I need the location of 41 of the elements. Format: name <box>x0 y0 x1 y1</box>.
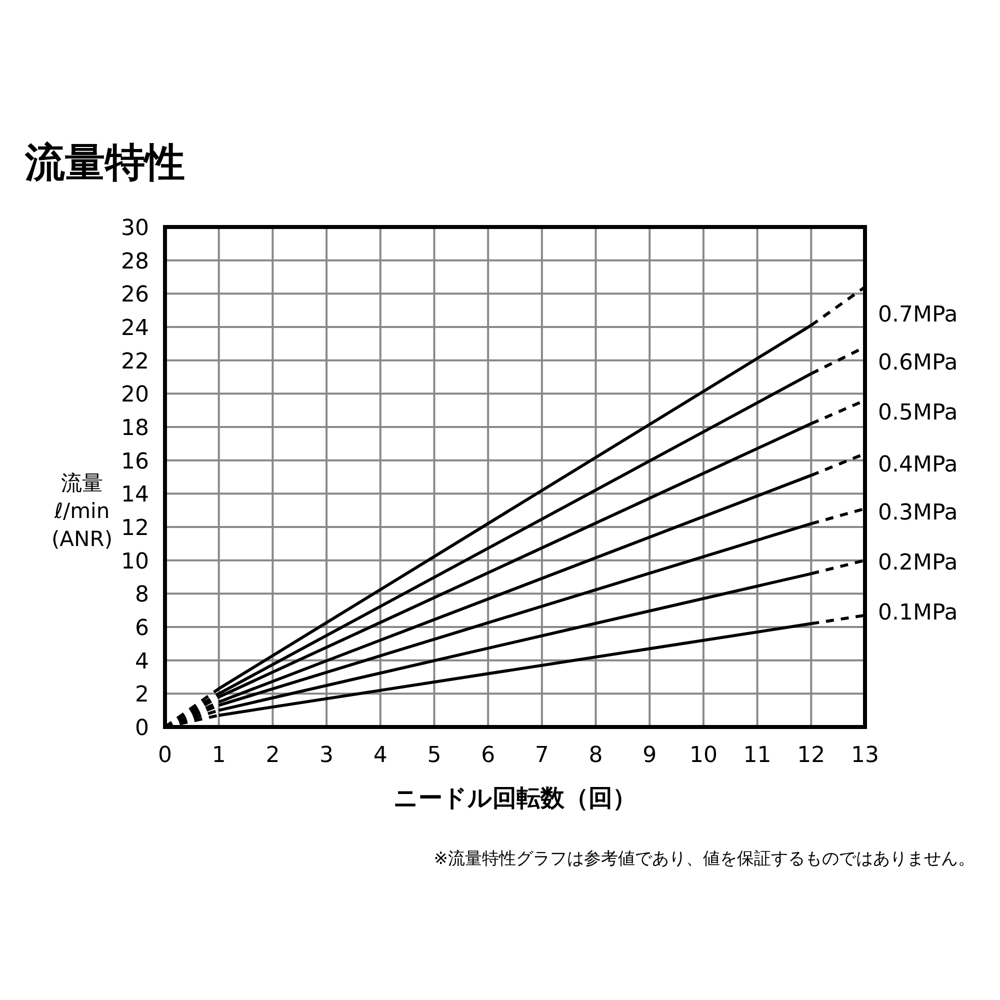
y-tick-label: 16 <box>121 449 149 474</box>
y-tick-label: 6 <box>135 616 149 641</box>
x-tick-label: 2 <box>266 743 280 768</box>
y-tick-label: 2 <box>135 682 149 708</box>
y-tick-label: 18 <box>121 416 149 441</box>
chart-title: 流量特性 <box>24 140 185 186</box>
text: 0.3MPa <box>878 500 958 526</box>
text: 0.4MPa <box>878 452 958 478</box>
y-tick-label: 0 <box>135 716 149 741</box>
x-axis-title: ニードル回転数（回） <box>394 784 636 812</box>
text: 0.7MPa <box>878 302 958 328</box>
y-tick-label: 30 <box>121 216 149 241</box>
text: 0.6MPa <box>878 350 958 376</box>
x-tick-label: 8 <box>588 743 603 768</box>
y-tick-label: 24 <box>121 316 149 341</box>
x-tick-label: 9 <box>642 743 657 768</box>
x-tick-label: 0 <box>158 743 172 768</box>
y-tick-label: 20 <box>121 382 149 408</box>
x-tick-label: 7 <box>534 743 549 768</box>
y-tick-label: 22 <box>121 349 149 374</box>
text: 0.2MPa <box>878 550 958 576</box>
x-tick-label: 5 <box>427 743 442 768</box>
x-tick-label: 6 <box>481 743 496 768</box>
y-tick-label: 8 <box>135 582 149 608</box>
x-tick-label: 1 <box>212 743 226 768</box>
y-tick-label: 12 <box>121 516 149 541</box>
y-tick-label: 14 <box>121 482 149 508</box>
y-tick-label: 26 <box>121 282 149 308</box>
text: 0.1MPa <box>878 600 958 626</box>
y-tick-label: 4 <box>135 649 149 674</box>
x-tick-label: 4 <box>373 743 388 768</box>
x-tick-label: 3 <box>320 743 334 768</box>
x-tick-label: 13 <box>851 743 879 768</box>
x-tick-label: 11 <box>743 743 772 768</box>
y-tick-label: 28 <box>121 249 149 274</box>
y-axis-title: 流量 ℓ/min (ANR) <box>51 471 113 551</box>
text: ※流量特性グラフは参考値であり、値を保証するものではありません。 <box>434 849 975 869</box>
text: 0.5MPa <box>878 400 958 426</box>
x-tick-label: 12 <box>797 743 826 768</box>
y-tick-label: 10 <box>121 549 149 574</box>
x-tick-label: 10 <box>689 743 718 768</box>
